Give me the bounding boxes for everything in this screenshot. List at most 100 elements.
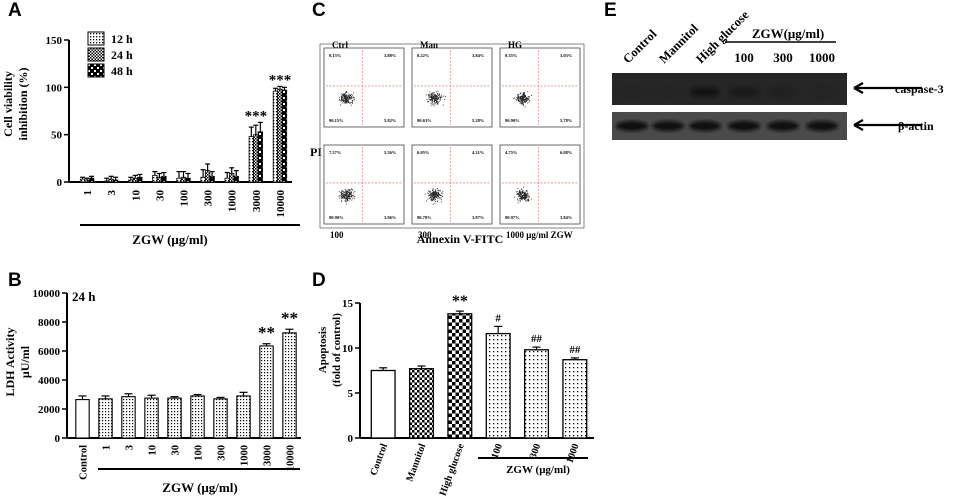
panel-d-bar bbox=[485, 332, 511, 439]
panel-c-event-dot bbox=[428, 195, 430, 197]
panel-a-y-tick-label: 150 bbox=[46, 35, 63, 47]
panel-c-event-dot bbox=[519, 192, 521, 194]
panel-c-event-dot bbox=[347, 100, 349, 102]
panel-c-event-dot bbox=[441, 192, 443, 194]
panel-c-event-dot bbox=[346, 102, 348, 104]
panel-c-event-dot bbox=[527, 191, 529, 193]
panel-b-x-tick-label: 3000 bbox=[263, 445, 274, 466]
panel-c-event-dot bbox=[436, 95, 438, 97]
panel-c-event-dot bbox=[521, 100, 523, 102]
panel-c-event-dot bbox=[522, 102, 524, 104]
panel-c-event-dot bbox=[346, 199, 348, 201]
panel-c-event-dot bbox=[350, 104, 352, 106]
panel-c-event-dot bbox=[349, 198, 351, 200]
panel-c-event-dot bbox=[434, 96, 436, 98]
panel-e-beta-actin-band bbox=[728, 121, 760, 131]
panel-c-event-dot bbox=[343, 192, 345, 194]
panel-c-event-dot bbox=[434, 202, 436, 204]
panel-c-event-dot bbox=[350, 102, 352, 104]
panel-e-column-label: Control bbox=[620, 27, 660, 67]
panel-c-event-dot bbox=[519, 199, 521, 201]
panel-c-event-dot bbox=[429, 96, 431, 98]
panel-b-x-tick-label: 10000 bbox=[286, 445, 297, 471]
panel-c-event-dot bbox=[434, 96, 436, 97]
panel-a-x-tick-label: 3000 bbox=[251, 190, 263, 213]
panel-c-event-dot bbox=[438, 97, 440, 99]
panel-c-event-dot bbox=[430, 192, 432, 194]
panel-c-event-dot bbox=[341, 190, 343, 192]
panel-c-event-dot bbox=[340, 100, 342, 102]
panel-c-event-dot bbox=[521, 96, 523, 98]
panel-c-event-dot bbox=[445, 95, 447, 97]
panel-c-event-dot bbox=[513, 97, 515, 99]
panel-c-event-dot bbox=[338, 197, 340, 199]
panel-c-event-dot bbox=[341, 98, 342, 100]
panel-a-bar bbox=[79, 178, 86, 183]
panel-c-event-dot bbox=[342, 102, 344, 104]
panel-c-event-dot bbox=[347, 189, 349, 191]
panel-c-event-dot bbox=[438, 191, 440, 193]
panel-c-quadrant-value: 4.75% bbox=[505, 150, 518, 155]
panel-c-event-dot bbox=[353, 98, 355, 100]
panel-c-event-dot bbox=[521, 191, 523, 193]
panel-c-event-dot bbox=[339, 98, 340, 100]
panel-e-column-label: Mannitol bbox=[656, 21, 701, 66]
panel-c-event-dot bbox=[434, 193, 436, 195]
panel-a-bar bbox=[176, 177, 182, 183]
panel-c-event-dot bbox=[431, 198, 433, 200]
panel-c-event-dot bbox=[435, 95, 437, 97]
panel-b-bar bbox=[167, 397, 182, 439]
panel-c-event-dot bbox=[432, 199, 434, 201]
panel-c-event-dot bbox=[436, 98, 437, 100]
panel-c-event-dot bbox=[522, 192, 523, 194]
panel-c-event-dot bbox=[435, 191, 437, 193]
panel-c-event-dot bbox=[439, 190, 441, 192]
panel-c-event-dot bbox=[525, 194, 527, 196]
panel-a-y-tick-label: 50 bbox=[51, 130, 63, 142]
panel-c-event-dot bbox=[524, 192, 526, 194]
panel-a-bar bbox=[152, 174, 158, 183]
panel-c-event-dot bbox=[351, 193, 353, 195]
panel-c-event-dot bbox=[440, 96, 442, 98]
panel-c-event-dot bbox=[527, 99, 529, 100]
panel-a-bar bbox=[156, 176, 163, 183]
panel-d-x-tick-label: 300 bbox=[528, 442, 543, 460]
panel-c-event-dot bbox=[342, 97, 344, 99]
panel-c-event-dot bbox=[340, 191, 342, 193]
panel-c-event-dot bbox=[340, 192, 342, 194]
panel-c-event-dot bbox=[351, 101, 353, 103]
panel-c-event-dot bbox=[427, 198, 429, 200]
panel-c-event-dot bbox=[347, 192, 348, 194]
panel-c-event-dot bbox=[344, 100, 346, 102]
panel-c-event-dot bbox=[524, 197, 526, 199]
panel-c-event-dot bbox=[346, 197, 348, 199]
panel-c-quadrant-value: 3.96% bbox=[384, 215, 397, 220]
panel-c-event-dot bbox=[437, 188, 439, 189]
panel-c-event-dot bbox=[521, 98, 523, 100]
panel-c-event-dot bbox=[526, 97, 528, 99]
panel-c-event-dot bbox=[526, 194, 528, 196]
panel-c-event-dot bbox=[347, 196, 349, 198]
panel-c-event-dot bbox=[520, 96, 522, 98]
panel-c-event-dot bbox=[346, 197, 348, 199]
panel-c-event-dot bbox=[516, 191, 518, 193]
panel-c-event-dot bbox=[521, 102, 523, 104]
panel-a-x-tick-label: 300 bbox=[203, 190, 215, 207]
panel-c-event-dot bbox=[340, 95, 342, 97]
panel-c-quadrant-value: 5.82% bbox=[384, 118, 397, 123]
panel-c-event-dot bbox=[435, 194, 437, 196]
panel-c-event-dot bbox=[519, 100, 520, 102]
panel-c-event-dot bbox=[525, 195, 527, 197]
panel-c-event-dot bbox=[519, 96, 521, 98]
panel-c-event-dot bbox=[518, 100, 520, 102]
panel-a-bar bbox=[204, 170, 211, 183]
panel-c-event-dot bbox=[519, 190, 521, 192]
panel-c-event-dot bbox=[351, 95, 352, 97]
panel-c-event-dot bbox=[525, 196, 527, 198]
panel-c-event-dot bbox=[527, 200, 529, 202]
panel-c-event-dot bbox=[520, 196, 522, 198]
beta-actin-label: β-actin bbox=[898, 119, 934, 133]
panel-c-event-dot bbox=[344, 201, 346, 203]
panel-c-event-dot bbox=[344, 200, 346, 202]
panel-c-event-dot bbox=[346, 97, 348, 99]
